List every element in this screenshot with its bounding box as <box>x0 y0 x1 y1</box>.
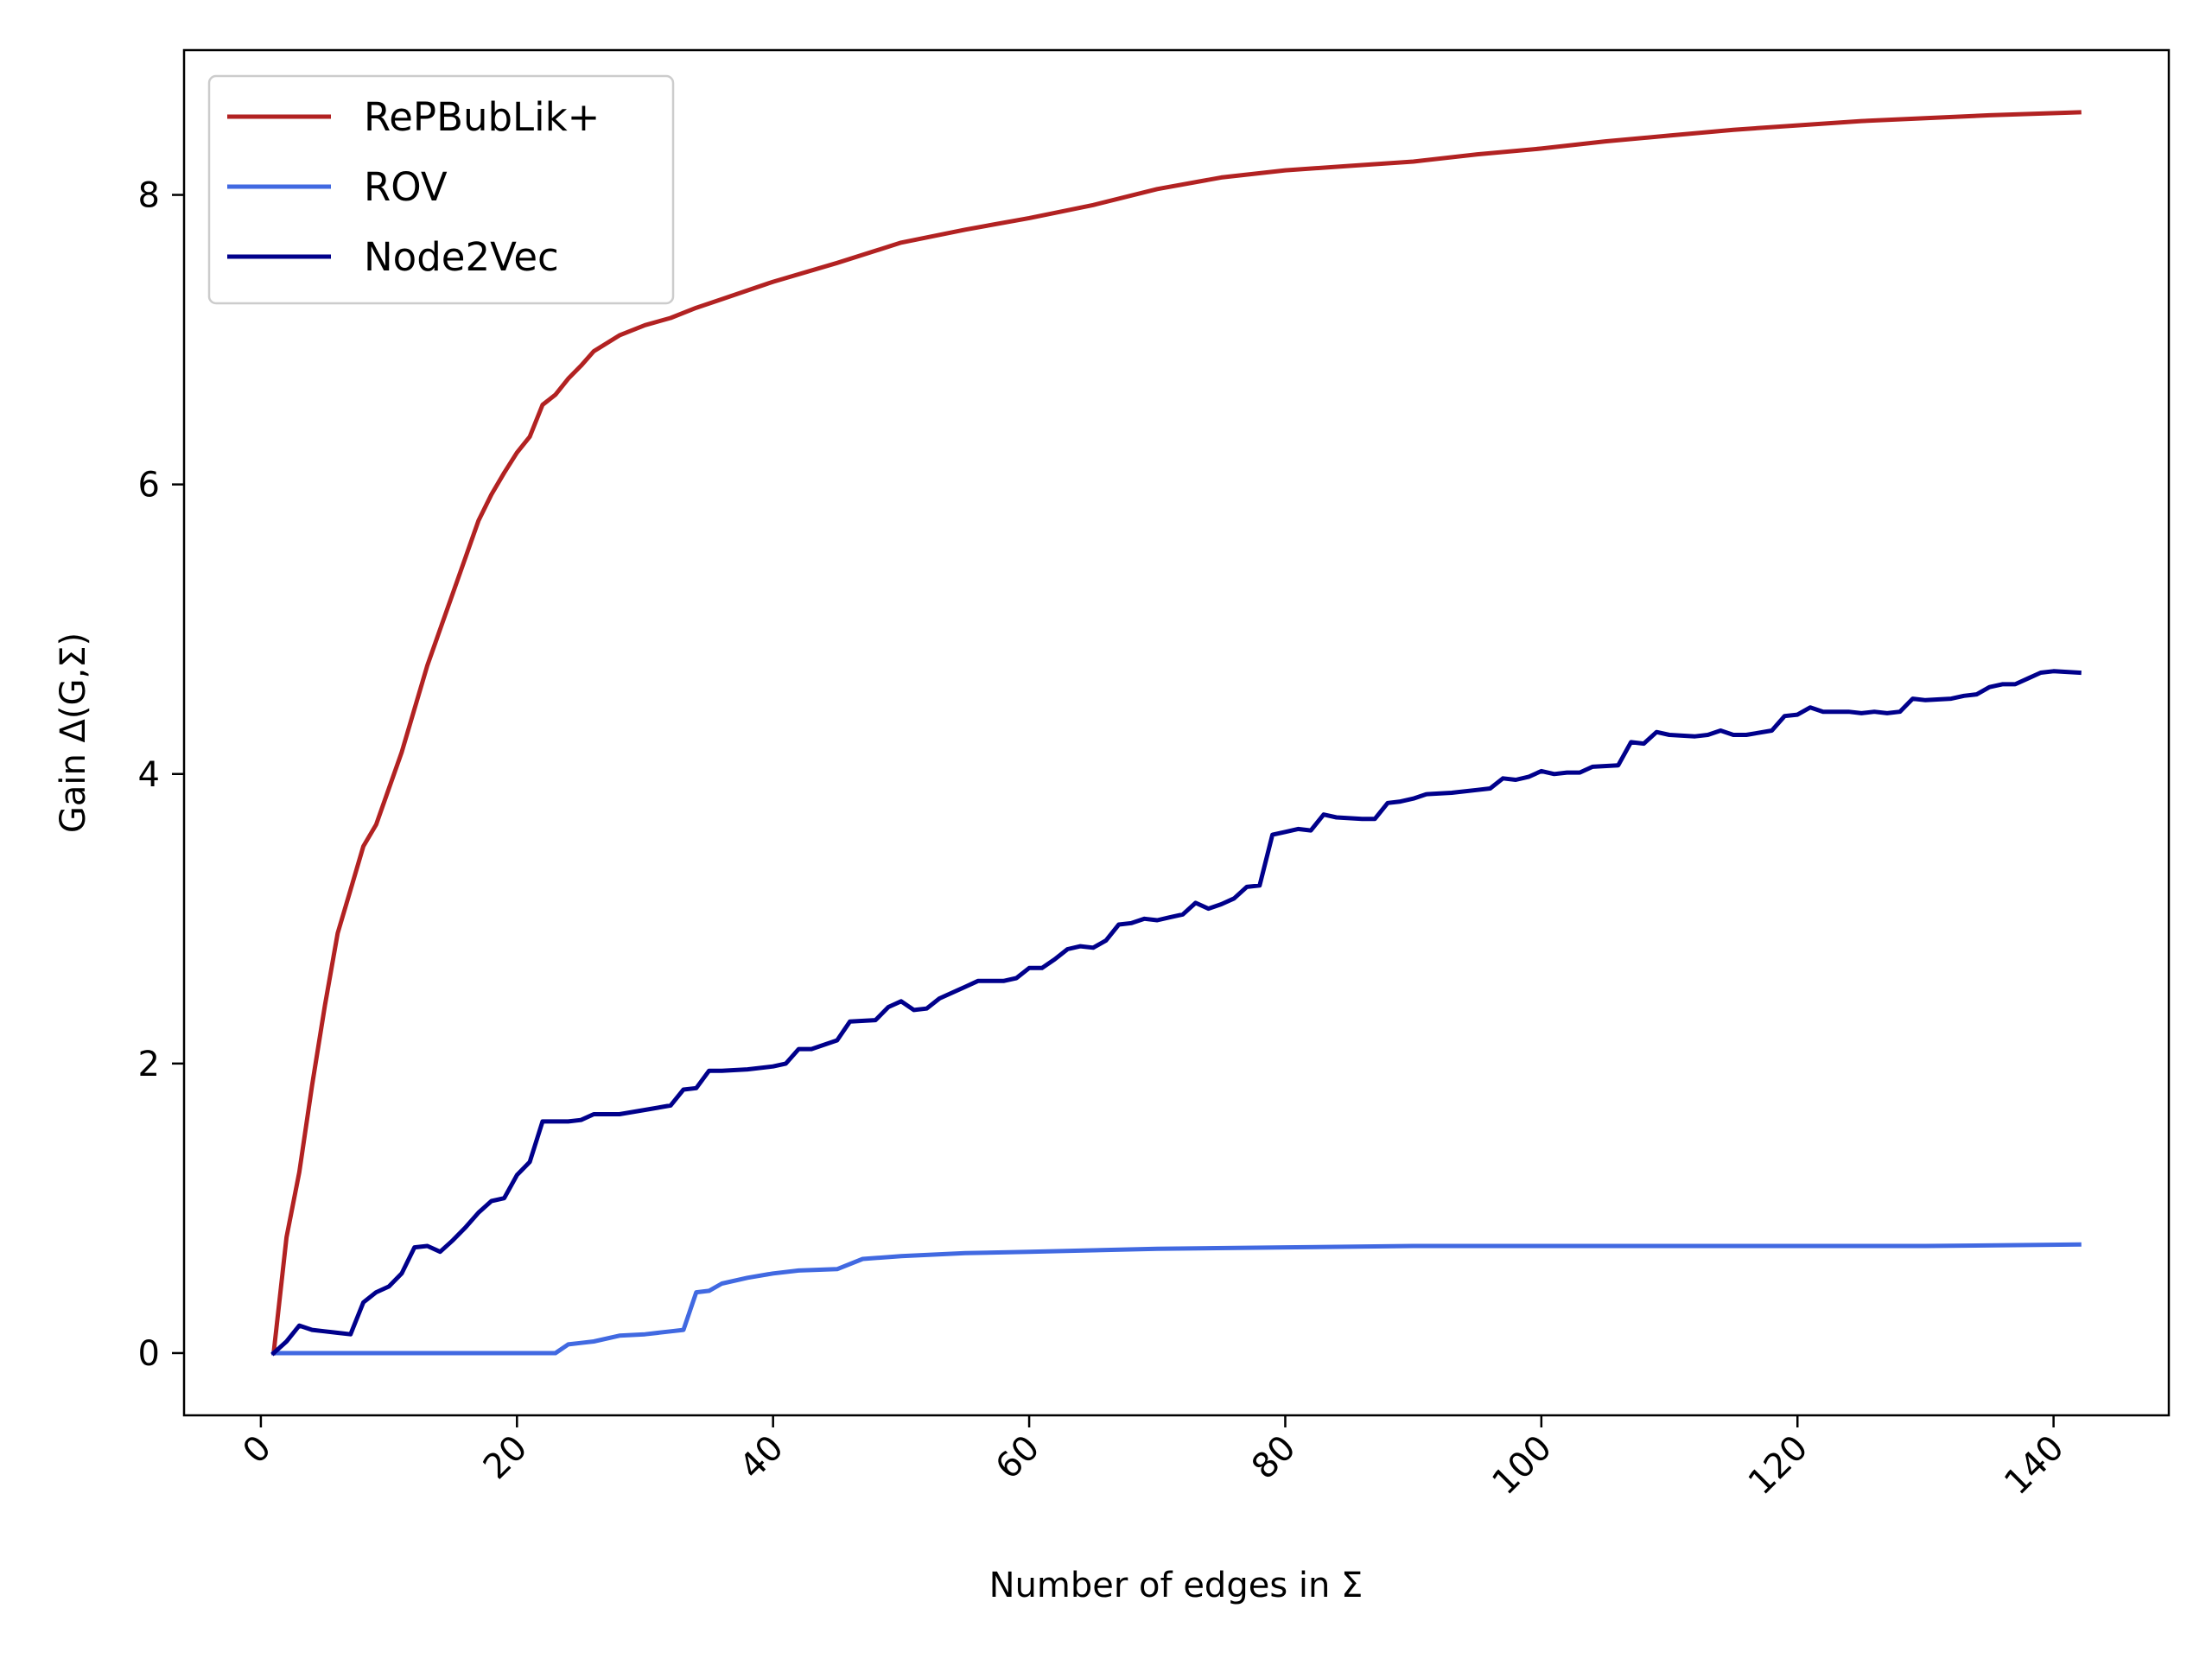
series-line-0 <box>270 110 2082 1356</box>
y-tick-label: 6 <box>138 466 160 505</box>
y-axis: 0 2 4 6 8 <box>138 176 184 1374</box>
y-tick-label: 8 <box>138 176 160 216</box>
plot-frame <box>182 48 2171 1417</box>
legend: RePBubLik+ ROV Node2Vec <box>207 74 675 305</box>
legend-label-2: Node2Vec <box>364 234 559 280</box>
series-line-2 <box>270 669 2082 1357</box>
legend-label-1: ROV <box>364 164 448 210</box>
y-tick-label: 4 <box>138 755 160 795</box>
series-layer <box>270 110 2082 1357</box>
series-line-1 <box>271 1242 2082 1356</box>
legend-box <box>207 74 675 305</box>
legend-label-0: RePBubLik+ <box>364 94 600 140</box>
y-axis-label: Gain Δ(G,Σ) <box>54 632 93 833</box>
y-tick-label: 0 <box>138 1334 160 1374</box>
x-axis-label: Number of edges in Σ <box>989 1566 1363 1605</box>
y-tick-label: 2 <box>138 1045 160 1084</box>
